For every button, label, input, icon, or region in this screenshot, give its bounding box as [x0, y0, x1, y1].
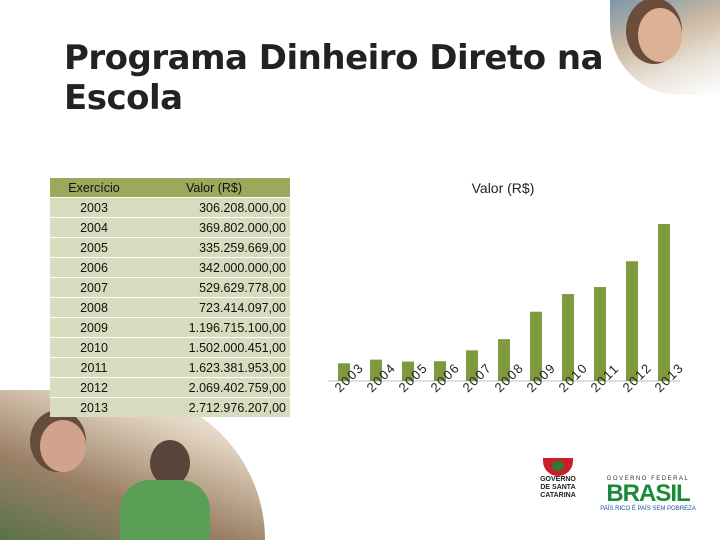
table-row: 2006 342.000.000,00: [50, 257, 290, 278]
cell-exercicio: 2008: [50, 297, 138, 318]
bar-2013: [658, 224, 670, 381]
bar-2012: [626, 261, 638, 381]
cell-valor: 2.712.976.207,00: [138, 397, 290, 417]
cell-valor: 723.414.097,00: [138, 297, 290, 318]
bar-2010: [562, 294, 574, 381]
header-valor: Valor (R$): [138, 178, 290, 198]
cell-exercicio: 2012: [50, 377, 138, 398]
cell-valor: 1.623.381.953,00: [138, 357, 290, 378]
bar-2006: [434, 361, 446, 381]
cell-valor: 369.802.000,00: [138, 217, 290, 238]
bar-2007: [466, 350, 478, 381]
bar-2011: [594, 287, 606, 381]
chart-title: Valor (R$): [472, 180, 535, 196]
cell-valor: 335.259.669,00: [138, 237, 290, 258]
cell-exercicio: 2009: [50, 317, 138, 338]
table-row: 2009 1.196.715.100,00: [50, 317, 290, 338]
governo-federal-logo: GOVERNO FEDERAL BRASIL PAÍS RICO É PAÍS …: [600, 476, 696, 512]
cell-valor: 342.000.000,00: [138, 257, 290, 278]
table-row: 2012 2.069.402.759,00: [50, 377, 290, 398]
table-row: 2013 2.712.976.207,00: [50, 397, 290, 417]
santa-catarina-logo: GOVERNO DE SANTA CATARINA: [532, 458, 584, 512]
cell-exercicio: 2013: [50, 397, 138, 417]
table-header-row: Exercício Valor (R$): [50, 178, 290, 198]
brasil-wordmark: BRASIL: [606, 480, 690, 507]
cell-exercicio: 2010: [50, 337, 138, 358]
table-row: 2004 369.802.000,00: [50, 217, 290, 238]
table-row: 2007 529.629.778,00: [50, 277, 290, 298]
cell-valor: 1.502.000.451,00: [138, 337, 290, 358]
cell-exercicio: 2006: [50, 257, 138, 278]
bar-2004: [370, 359, 382, 381]
cell-valor: 306.208.000,00: [138, 197, 290, 218]
bar-2008: [498, 339, 510, 381]
cell-exercicio: 2003: [50, 197, 138, 218]
cell-valor: 1.196.715.100,00: [138, 317, 290, 338]
cell-valor: 529.629.778,00: [138, 277, 290, 298]
bar-2005: [402, 361, 414, 381]
table-row: 2005 335.259.669,00: [50, 237, 290, 258]
bar-2003: [338, 363, 350, 381]
cell-exercicio: 2011: [50, 357, 138, 378]
cell-exercicio: 2005: [50, 237, 138, 258]
cell-valor: 2.069.402.759,00: [138, 377, 290, 398]
table-row: 2008 723.414.097,00: [50, 297, 290, 318]
students-photo-bottom: [0, 390, 265, 540]
cell-exercicio: 2004: [50, 217, 138, 238]
bar-2009: [530, 311, 542, 381]
values-table: Exercício Valor (R$) 2003 306.208.000,00 2…: [50, 178, 290, 417]
cell-exercicio: 2007: [50, 277, 138, 298]
slide-title: Programa Dinheiro Direto na Escola: [64, 38, 604, 118]
table-row: 2011 1.623.381.953,00: [50, 357, 290, 378]
table-row: 2010 1.502.000.451,00: [50, 337, 290, 358]
table-row: 2003 306.208.000,00: [50, 197, 290, 218]
shield-icon: [543, 458, 573, 476]
header-exercicio: Exercício: [50, 178, 138, 198]
